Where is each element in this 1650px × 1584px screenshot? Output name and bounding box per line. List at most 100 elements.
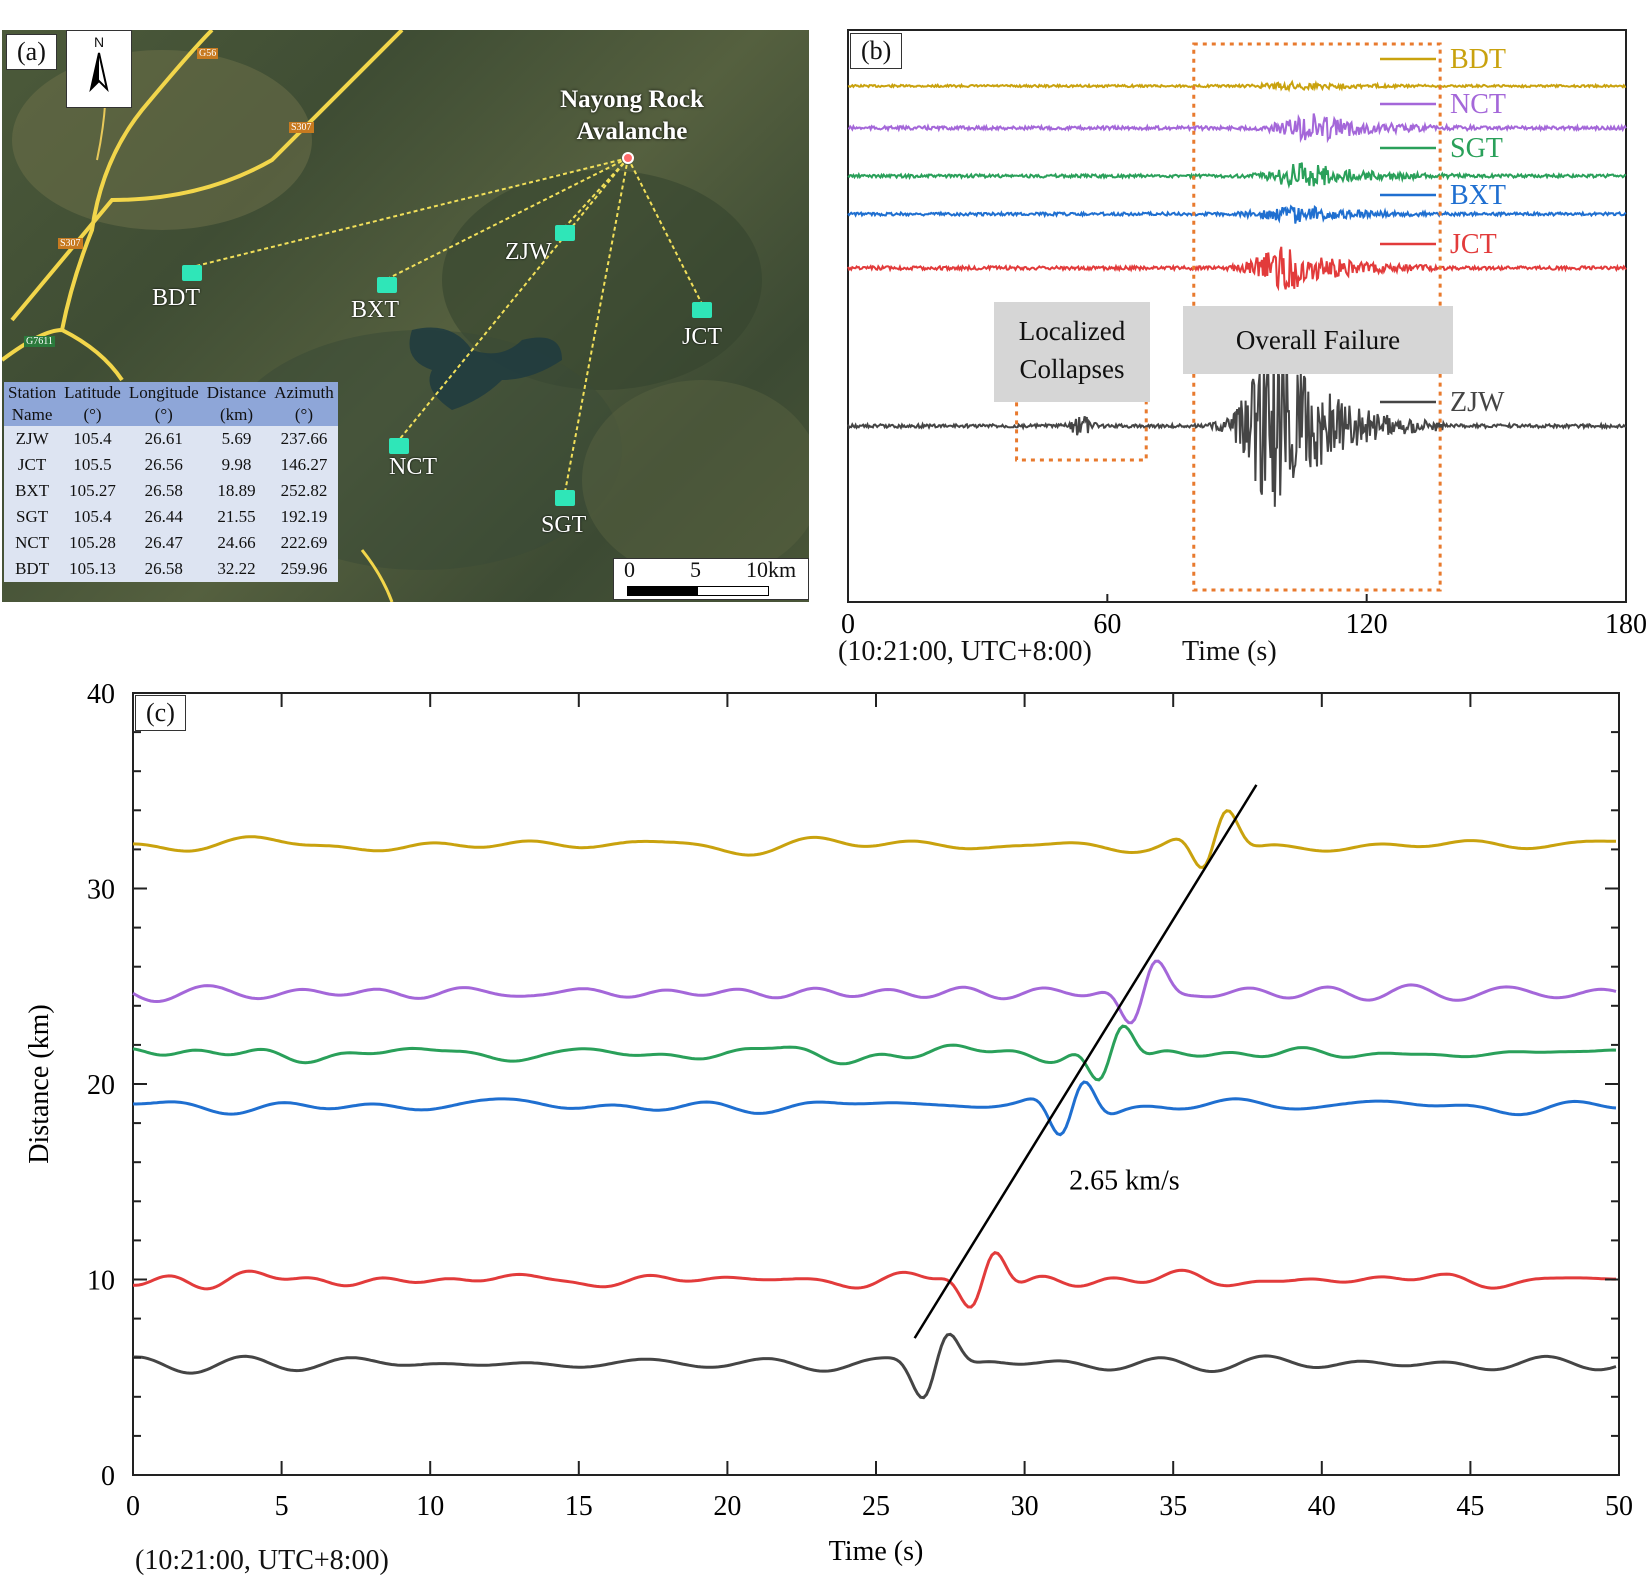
panel-c-frame: [132, 692, 1620, 1476]
station-label: NCT: [389, 454, 437, 480]
avalanche-title-line1: Nayong Rock: [560, 86, 704, 113]
wave-path-bxt: [386, 157, 629, 280]
overall-failure-label: Overall Failure: [1183, 306, 1453, 374]
table-cell: 105.13: [69, 559, 116, 578]
wave-sgt: [132, 1024, 1617, 1082]
localized-line2: Collapses: [1019, 354, 1125, 384]
y-tick-label: 20: [87, 1070, 115, 1101]
wave-bxt: [132, 1080, 1617, 1137]
north-label: N: [94, 34, 105, 50]
x-tick-label: 30: [1011, 1491, 1039, 1522]
wave-zjw: [132, 1332, 1617, 1400]
panel-b-label: (b): [850, 33, 903, 69]
station-icon: [182, 265, 202, 281]
station-icon: [377, 277, 397, 293]
table-cell: NCT: [15, 533, 50, 552]
trace-zjw: [847, 339, 1627, 507]
wave-jct: [133, 1251, 1616, 1309]
station-icon: [555, 225, 575, 241]
trace-jct: [847, 246, 1627, 292]
scale-bar: 0 5 10km: [613, 557, 809, 600]
localized-line1: Localized: [1018, 316, 1126, 346]
legend-label: NCT: [1450, 89, 1506, 120]
station-label: ZJW: [505, 239, 552, 265]
x-tick-label: 25: [862, 1491, 890, 1522]
table-cell: ZJW: [15, 429, 49, 448]
legend-label: BXT: [1450, 180, 1506, 211]
panel-c-xlabel: Time (s): [829, 1536, 924, 1567]
table-cell: 32.22: [217, 559, 256, 578]
table-cell: 259.96: [280, 559, 328, 578]
station-label: SGT: [541, 512, 587, 538]
x-tick-label: 180: [1605, 609, 1647, 640]
avalanche-title: Nayong Rock Avalanche: [532, 84, 732, 148]
y-tick-label: 0: [101, 1461, 115, 1492]
table-cell: 26.58: [144, 559, 183, 578]
legend-label: BDT: [1450, 44, 1506, 75]
table-cell: 24.66: [217, 533, 256, 552]
station-label: BDT: [152, 285, 200, 311]
x-tick-label: 15: [565, 1491, 593, 1522]
table-header-cell: Azimuth: [270, 382, 338, 404]
panel-c-label: (c): [135, 695, 186, 731]
wave-path-bdt: [191, 157, 629, 268]
scale-tick: 5: [690, 557, 701, 582]
road-label: S307: [58, 238, 83, 249]
x-tick-label: 10: [416, 1491, 444, 1522]
station-table: Station Latitude Longitude Distance Azimuth N…: [4, 382, 338, 582]
wave-bdt: [132, 809, 1617, 869]
scale-tick: 10km: [746, 557, 797, 582]
table-cell: 26.47: [144, 533, 183, 552]
legend-label: ZJW: [1450, 387, 1505, 418]
panel-c-chart: 0 5 10 15 20 25 30 35 40 45 50 0 10 20 30 40 Distance (k…: [24, 680, 1633, 1567]
x-tick-label: 45: [1456, 1491, 1484, 1522]
wave-path-jct: [627, 157, 703, 305]
road-label: S307: [289, 122, 314, 133]
table-cell: 222.69: [280, 533, 328, 552]
table-row: BXT 105.27 26.58 18.89 252.82: [4, 478, 338, 504]
table-cell: SGT: [16, 507, 49, 526]
localized-collapses-label: Localized Collapses: [994, 302, 1150, 402]
table-cell: 105.27: [69, 481, 116, 500]
legend-label: JCT: [1450, 229, 1497, 260]
table-header-cell: Station: [4, 382, 61, 404]
scale-tick: 0: [624, 557, 635, 582]
x-tick-label: 20: [713, 1491, 741, 1522]
wave-path-nct: [398, 157, 629, 441]
velocity-fit-line: [913, 784, 1258, 1339]
station-icon: [692, 302, 712, 318]
x-tick-label: 0: [841, 609, 855, 640]
table-cell: 9.98: [221, 455, 252, 474]
table-cell: 5.69: [221, 429, 252, 448]
table-cell: 26.58: [144, 481, 183, 500]
station-icon: [389, 438, 409, 454]
avalanche-marker-icon: [622, 152, 634, 164]
table-cell: 26.61: [144, 429, 183, 448]
table-row: ZJW 105.4 26.61 5.69 237.66: [4, 426, 338, 452]
station-map: (a) N Nayong Rock Avalanche G56 S307 S30…: [2, 30, 809, 602]
table-cell: JCT: [17, 455, 47, 474]
trace-bdt: [847, 79, 1627, 93]
station-icon: [555, 490, 575, 506]
table-row: JCT 105.5 26.56 9.98 146.27: [4, 452, 338, 478]
station-label: JCT: [682, 324, 723, 350]
legend-label: SGT: [1450, 133, 1503, 164]
table-cell: BDT: [15, 559, 50, 578]
table-header-cell: Name: [4, 404, 61, 426]
north-arrow-icon: N: [66, 30, 132, 108]
table-header-cell: Latitude: [60, 382, 125, 404]
table-cell: 105.5: [73, 455, 112, 474]
table-row: NCT 105.28 26.47 24.66 222.69: [4, 530, 338, 556]
table-cell: 105.28: [69, 533, 116, 552]
table-cell: 26.44: [144, 507, 183, 526]
avalanche-title-line2: Avalanche: [576, 118, 688, 145]
panel-b-time-note: (10:21:00, UTC+8:00): [838, 636, 1092, 667]
road-label: G7611: [24, 336, 55, 347]
panel-c-time-note: (10:21:00, UTC+8:00): [135, 1545, 389, 1576]
x-tick-label: 5: [275, 1491, 289, 1522]
trace-nct: [847, 113, 1627, 144]
table-cell: 105.4: [73, 507, 112, 526]
table-cell: 21.55: [217, 507, 256, 526]
x-tick-label: 50: [1605, 1491, 1633, 1522]
table-row: SGT 105.4 26.44 21.55 192.19: [4, 504, 338, 530]
